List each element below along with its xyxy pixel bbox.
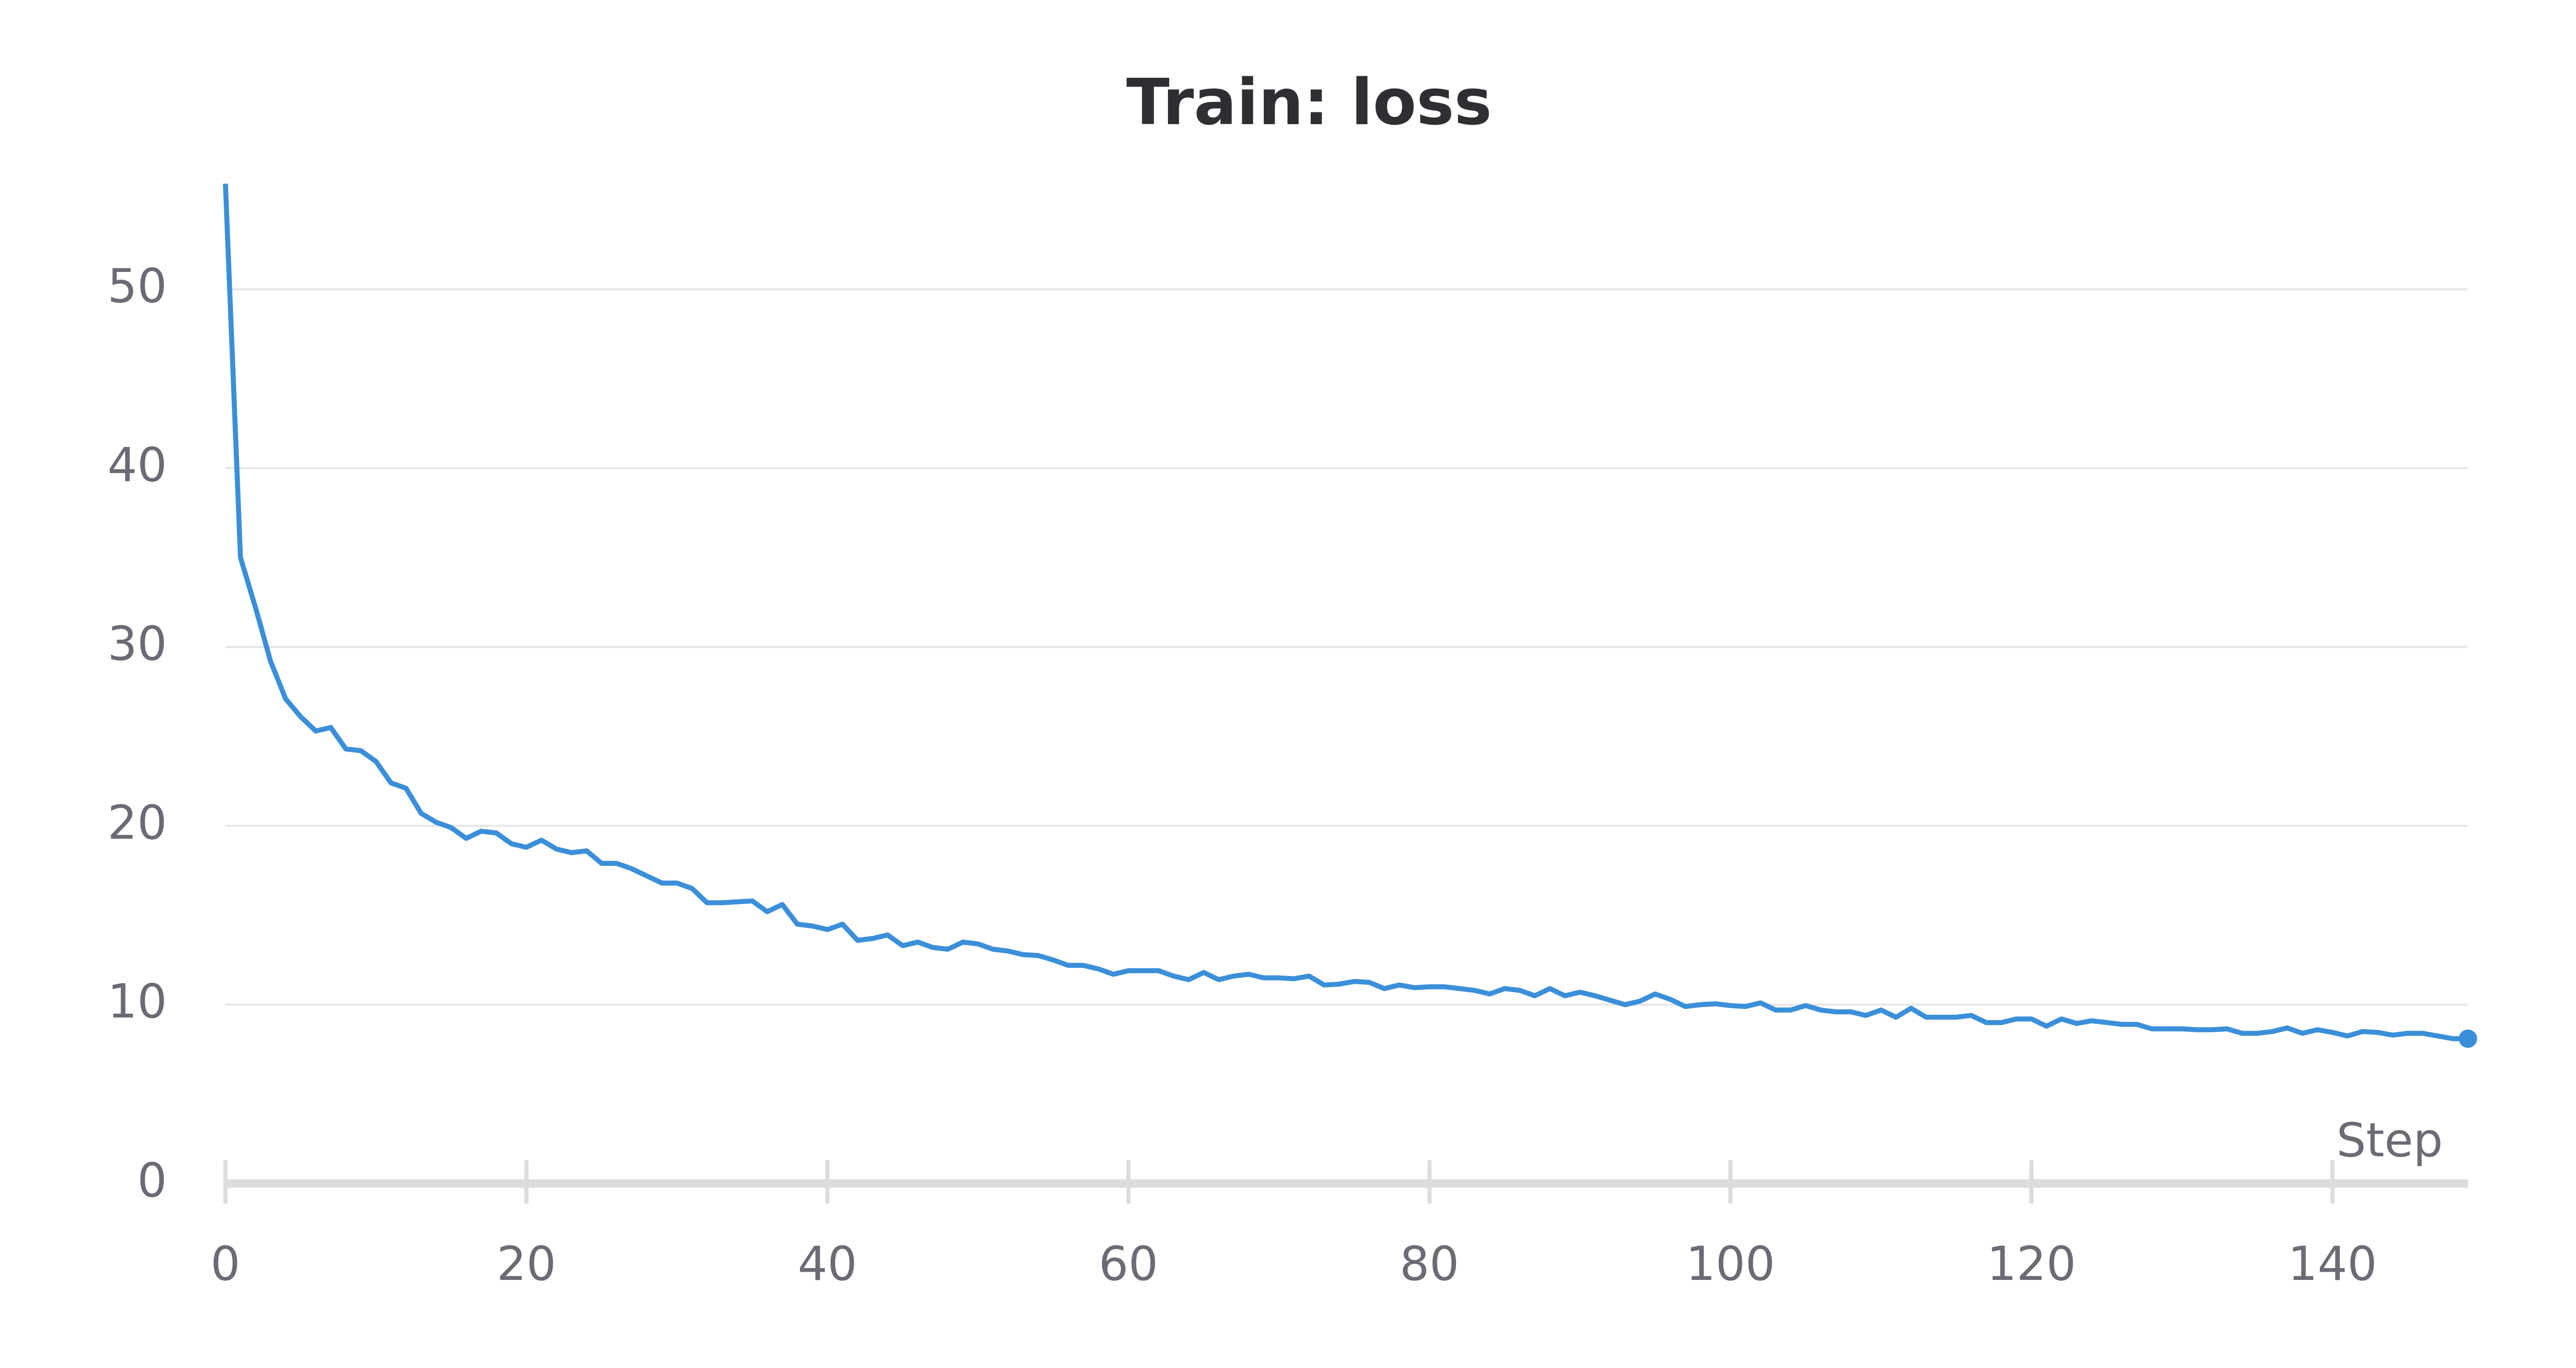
y-tick-label: 40 — [108, 438, 167, 492]
x-tick-label: 20 — [497, 1237, 556, 1291]
x-tick-label: 60 — [1099, 1237, 1158, 1291]
x-axis-label: Step — [2336, 1114, 2443, 1168]
end-point — [2459, 1029, 2478, 1048]
line — [223, 183, 2468, 1041]
x-tick-label: 120 — [1987, 1237, 2076, 1291]
x-tick-label: 80 — [1400, 1237, 1459, 1291]
x-tick-label: 100 — [1686, 1237, 1775, 1291]
x-tick-label: 140 — [2288, 1237, 2377, 1291]
x-tick-label: 40 — [798, 1237, 857, 1291]
chart-title: Train: loss — [1126, 66, 1492, 140]
y-tick-label: 50 — [108, 260, 167, 314]
x-tick-label: 0 — [211, 1237, 241, 1291]
y-tick-label: 30 — [108, 617, 167, 671]
y-tick-label: 0 — [137, 1154, 167, 1208]
y-tick-label: 20 — [108, 796, 167, 850]
y-tick-label: 10 — [108, 975, 167, 1029]
